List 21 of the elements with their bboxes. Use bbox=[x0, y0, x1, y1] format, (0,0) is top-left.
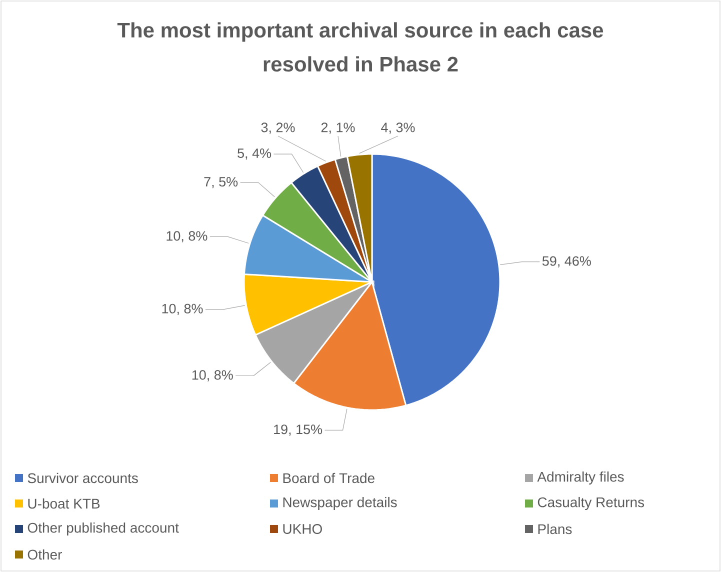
legend-label: Casualty Returns bbox=[538, 496, 644, 510]
data-label: 3, 2% bbox=[261, 122, 295, 134]
data-label: 5, 4% bbox=[238, 148, 272, 160]
legend-label: Survivor accounts bbox=[28, 472, 138, 484]
data-label: 2, 1% bbox=[321, 122, 355, 134]
data-label: 19, 15% bbox=[274, 424, 322, 436]
legend-label: Plans bbox=[538, 524, 572, 534]
legend-label: Other bbox=[28, 549, 62, 560]
legend-label: Board of Trade bbox=[283, 472, 374, 484]
data-label: 10, 8% bbox=[162, 304, 203, 315]
legend-label: UKHO bbox=[283, 524, 322, 534]
data-label: 10, 8% bbox=[166, 231, 208, 242]
legend-label: U-boat KTB bbox=[28, 498, 100, 509]
legend-label: Admiralty files bbox=[537, 471, 624, 485]
chart-title: The most important archival source in each case resolved in Phase 2 bbox=[117, 22, 604, 72]
legend-label: Newspaper details bbox=[283, 496, 397, 510]
data-label: 59, 46% bbox=[542, 256, 591, 268]
data-label: 4, 3% bbox=[381, 122, 415, 134]
data-label: 10, 8% bbox=[192, 370, 233, 382]
data-label: 7, 5% bbox=[204, 177, 238, 188]
legend-label: Other published account bbox=[28, 522, 179, 536]
